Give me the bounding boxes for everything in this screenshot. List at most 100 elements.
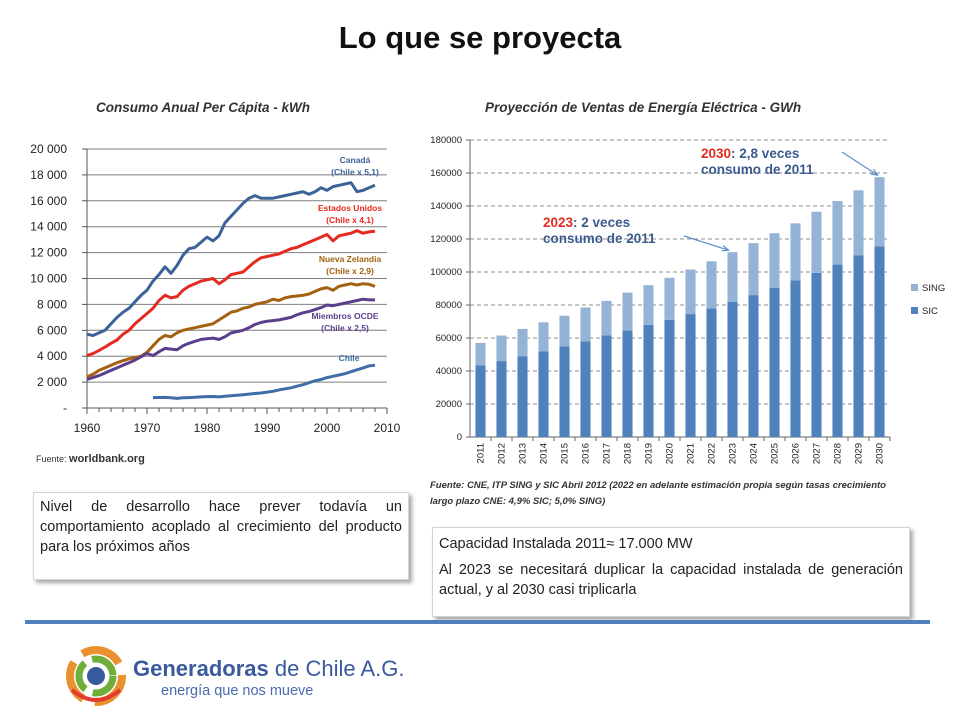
annotation-2030: 2030: 2,8 veces xyxy=(701,146,799,161)
series-label: Estados Unidos xyxy=(318,203,383,213)
bar-sing-2030 xyxy=(874,177,885,247)
series-label: (Chile x 2,9) xyxy=(326,266,374,276)
y-tick-label: 120000 xyxy=(430,234,462,245)
annotation-text: : 2,8 veces xyxy=(731,146,799,161)
bar-sic-2025 xyxy=(769,287,780,437)
bar-sing-2028 xyxy=(832,201,843,265)
x-tick-label: 2012 xyxy=(497,443,508,464)
bar-sic-2018 xyxy=(622,330,633,437)
annotation-line2: consumo de 2011 xyxy=(701,162,814,177)
logo-brand-rest: de Chile A.G. xyxy=(274,656,405,681)
x-tick-label: 2013 xyxy=(518,443,529,464)
y-tick-label: 100000 xyxy=(430,267,462,278)
series-line-chile xyxy=(152,363,376,400)
legend-swatch-sic xyxy=(911,307,918,314)
x-tick-label: 1990 xyxy=(254,421,281,435)
bar-sic-2021 xyxy=(685,314,696,437)
series-line-nueva-zelandia xyxy=(86,282,376,379)
logo-tagline: energía que nos mueve xyxy=(161,683,314,699)
bar-sic-2014 xyxy=(538,351,549,437)
annotation-text: : 2 veces xyxy=(573,215,630,230)
x-tick-label: 2024 xyxy=(749,443,760,464)
series-label: (Chile x 5,1) xyxy=(331,167,379,177)
bar-sing-2022 xyxy=(706,261,717,309)
series-label: Canadá xyxy=(340,155,371,165)
annotation-arrowhead xyxy=(870,168,879,176)
bar-sic-2024 xyxy=(748,295,759,437)
left-note-box: Nivel de desarrollo hace prever todavía … xyxy=(33,492,409,580)
legend-swatch-sing xyxy=(911,284,918,291)
bar-sing-2021 xyxy=(685,269,696,315)
y-tick-label: 6 000 xyxy=(37,323,67,337)
bar-sing-2015 xyxy=(559,315,570,347)
bar-sic-2017 xyxy=(601,335,612,437)
bar-sing-2016 xyxy=(580,307,591,342)
x-tick-label: 2019 xyxy=(644,443,655,464)
bar-sing-2019 xyxy=(643,285,654,325)
right-source: Fuente: CNE, ITP SING y SIC Abril 2012 (… xyxy=(430,480,886,507)
y-tick-label: 20 000 xyxy=(30,142,67,156)
left-source-value: worldbank.org xyxy=(69,453,145,465)
y-tick-label: 40000 xyxy=(436,366,462,377)
annotation-arrowhead xyxy=(721,245,730,252)
legend-label-sing: SING xyxy=(922,283,945,294)
capacity-projection-text: Al 2023 se necesitará duplicar la capaci… xyxy=(439,562,903,598)
y-tick-label: 14 000 xyxy=(30,220,67,234)
footer-divider xyxy=(25,620,930,624)
y-tick-label: - xyxy=(63,401,67,415)
bar-sic-2027 xyxy=(811,272,822,437)
y-tick-label: 10 000 xyxy=(30,272,67,286)
y-tick-label: 18 000 xyxy=(30,168,67,182)
y-tick-label: 12 000 xyxy=(30,246,67,260)
x-tick-label: 2026 xyxy=(791,443,802,464)
x-tick-label: 1960 xyxy=(74,421,101,435)
y-tick-label: 60000 xyxy=(436,333,462,344)
y-tick-label: 180000 xyxy=(430,135,462,146)
bar-sic-2012 xyxy=(496,361,507,437)
y-tick-label: 160000 xyxy=(430,168,462,179)
series-label: (Chile x 2,5) xyxy=(321,323,369,333)
annotation-year: 2023 xyxy=(543,215,574,230)
series-label: Chile xyxy=(339,353,360,363)
left-source-label: Fuente: xyxy=(36,454,70,464)
bar-sic-2029 xyxy=(853,255,864,437)
bar-sing-2027 xyxy=(811,211,822,273)
annotation-2023: 2023: 2 veces xyxy=(543,215,630,230)
x-tick-label: 2015 xyxy=(560,443,571,464)
y-tick-label: 16 000 xyxy=(30,194,67,208)
annotation-line2: consumo de 2011 xyxy=(543,231,656,246)
logo-brand: Generadoras de Chile A.G. xyxy=(133,656,405,682)
left-source: Fuente: worldbank.org xyxy=(36,453,145,465)
y-tick-label: 0 xyxy=(457,432,462,443)
bar-sing-2026 xyxy=(790,223,801,281)
series-line-canadá xyxy=(86,181,376,337)
bar-sic-2015 xyxy=(559,346,570,437)
logo-brand-bold: Generadoras xyxy=(133,656,269,681)
bar-sing-2018 xyxy=(622,292,633,331)
bar-sic-2013 xyxy=(517,356,528,437)
bar-sing-2023 xyxy=(727,252,738,302)
y-tick-label: 140000 xyxy=(430,201,462,212)
x-tick-label: 2010 xyxy=(374,421,401,435)
annotation-year: 2030 xyxy=(701,146,731,161)
bar-sic-2019 xyxy=(643,324,654,437)
y-tick-label: 2 000 xyxy=(37,375,67,389)
x-tick-label: 2014 xyxy=(539,443,550,464)
x-tick-label: 2021 xyxy=(686,443,697,464)
bar-sic-2028 xyxy=(832,264,843,437)
bar-sic-2022 xyxy=(706,308,717,437)
x-tick-label: 2030 xyxy=(875,443,886,464)
left-chart-title: Consumo Anual Per Cápita - kWh xyxy=(96,100,311,115)
y-tick-label: 4 000 xyxy=(37,349,67,363)
bar-sic-2020 xyxy=(664,319,675,437)
series-line-miembros-ocde xyxy=(86,297,375,381)
x-tick-label: 1980 xyxy=(194,421,221,435)
company-logo-icon xyxy=(66,646,126,706)
bar-sic-2016 xyxy=(580,341,591,437)
bar-sing-2014 xyxy=(538,322,549,352)
bar-sic-2026 xyxy=(790,280,801,437)
bar-sing-2025 xyxy=(769,233,780,288)
y-tick-label: 80000 xyxy=(436,300,462,311)
x-tick-label: 2025 xyxy=(770,443,781,464)
